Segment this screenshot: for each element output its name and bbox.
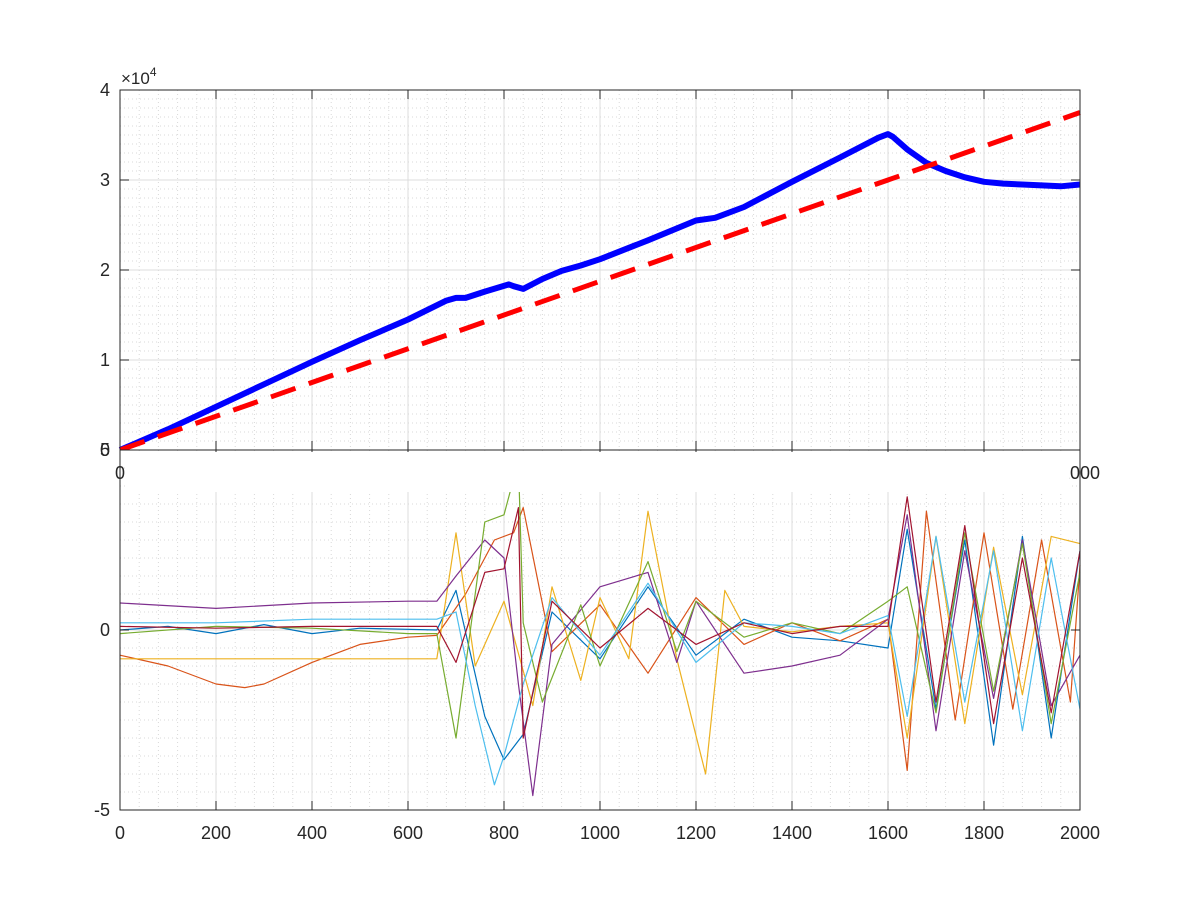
x-tick-label: 400 xyxy=(297,823,327,843)
y-tick-label: 4 xyxy=(100,80,110,100)
x-tick-label: 0 xyxy=(115,823,125,843)
series-line xyxy=(119,507,1081,772)
top-x-tick-label: 0 xyxy=(115,463,125,483)
top-x-tick-label: 2000 xyxy=(1060,463,1100,483)
x-tick-label: 800 xyxy=(489,823,519,843)
x-tick-label: 1600 xyxy=(868,823,908,843)
x-tick-label: 1000 xyxy=(580,823,620,843)
y-tick-label: 3 xyxy=(100,170,110,190)
x-tick-label: 200 xyxy=(201,823,231,843)
series-line xyxy=(120,535,1081,786)
y-tick-label: 2 xyxy=(100,260,110,280)
y-exponent-label: ×104 xyxy=(121,65,157,88)
top-axes-grid xyxy=(119,89,1081,451)
y-tick-label: 0 xyxy=(100,440,110,460)
x-tick-label: 2000 xyxy=(1060,823,1100,843)
bottom-axes-series xyxy=(119,460,1081,797)
y-exponent-power: 4 xyxy=(150,65,157,79)
series-line xyxy=(119,496,1081,739)
y-tick-label: 1 xyxy=(100,350,110,370)
x-tick-label: 1200 xyxy=(676,823,716,843)
y-tick-label: 5 xyxy=(100,440,110,460)
top-axes-xtick-labels: 0 2000 xyxy=(115,463,1100,483)
x-tick-label: 600 xyxy=(393,823,423,843)
series-line xyxy=(119,528,1081,761)
overlap-mask xyxy=(125,452,1069,492)
x-tick-label: 1400 xyxy=(772,823,812,843)
series-line xyxy=(120,510,1081,775)
series-line xyxy=(119,460,1081,739)
y-exponent-base: ×10 xyxy=(121,69,150,88)
series-line xyxy=(119,514,1081,797)
bottom-axes-grid xyxy=(119,449,1081,811)
series-line xyxy=(118,131,1081,453)
series-line xyxy=(119,110,1081,453)
x-tick-label: 1800 xyxy=(964,823,1004,843)
y-tick-label: -5 xyxy=(94,800,110,820)
y-tick-label: 0 xyxy=(100,620,110,640)
top-axes-series xyxy=(118,110,1081,453)
